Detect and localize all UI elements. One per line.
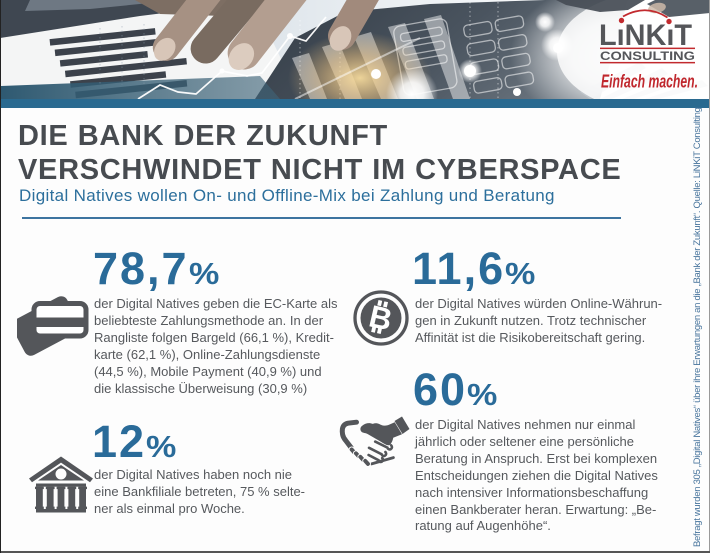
svg-text:LıNKıT: LıNKıT: [599, 19, 692, 52]
svg-text:Einfach machen.: Einfach machen.: [601, 72, 698, 92]
svg-text:CONSULTING: CONSULTING: [600, 49, 695, 63]
